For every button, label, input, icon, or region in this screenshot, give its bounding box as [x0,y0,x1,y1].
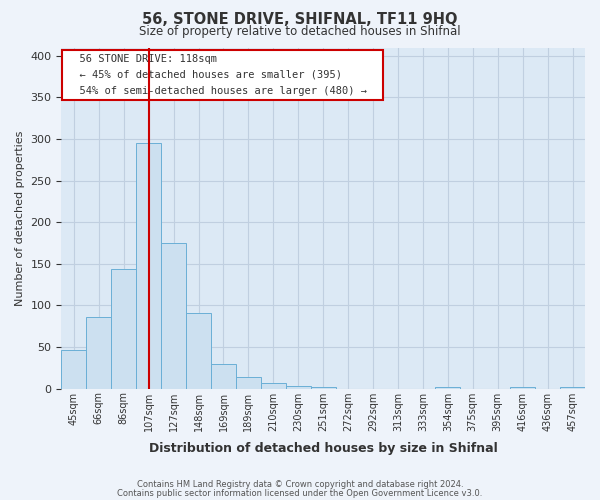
Text: 56, STONE DRIVE, SHIFNAL, TF11 9HQ: 56, STONE DRIVE, SHIFNAL, TF11 9HQ [142,12,458,28]
Bar [86,317,111,388]
Bar [261,383,286,388]
Bar [111,269,136,388]
Text: Contains HM Land Registry data © Crown copyright and database right 2024.: Contains HM Land Registry data © Crown c… [137,480,463,489]
Bar [436,387,460,388]
Y-axis label: Number of detached properties: Number of detached properties [15,130,25,306]
Bar [61,350,86,389]
Bar [560,387,585,388]
Bar [236,377,261,388]
Bar [286,386,311,388]
Text: 56 STONE DRIVE: 118sqm
  ← 45% of detached houses are smaller (395)
  54% of sem: 56 STONE DRIVE: 118sqm ← 45% of detached… [67,54,379,96]
Bar [510,387,535,388]
X-axis label: Distribution of detached houses by size in Shifnal: Distribution of detached houses by size … [149,442,497,455]
Bar [161,243,186,388]
Text: Size of property relative to detached houses in Shifnal: Size of property relative to detached ho… [139,25,461,38]
Bar [211,364,236,388]
Text: Contains public sector information licensed under the Open Government Licence v3: Contains public sector information licen… [118,488,482,498]
Bar [136,143,161,388]
Bar [186,313,211,388]
Bar [311,387,335,388]
